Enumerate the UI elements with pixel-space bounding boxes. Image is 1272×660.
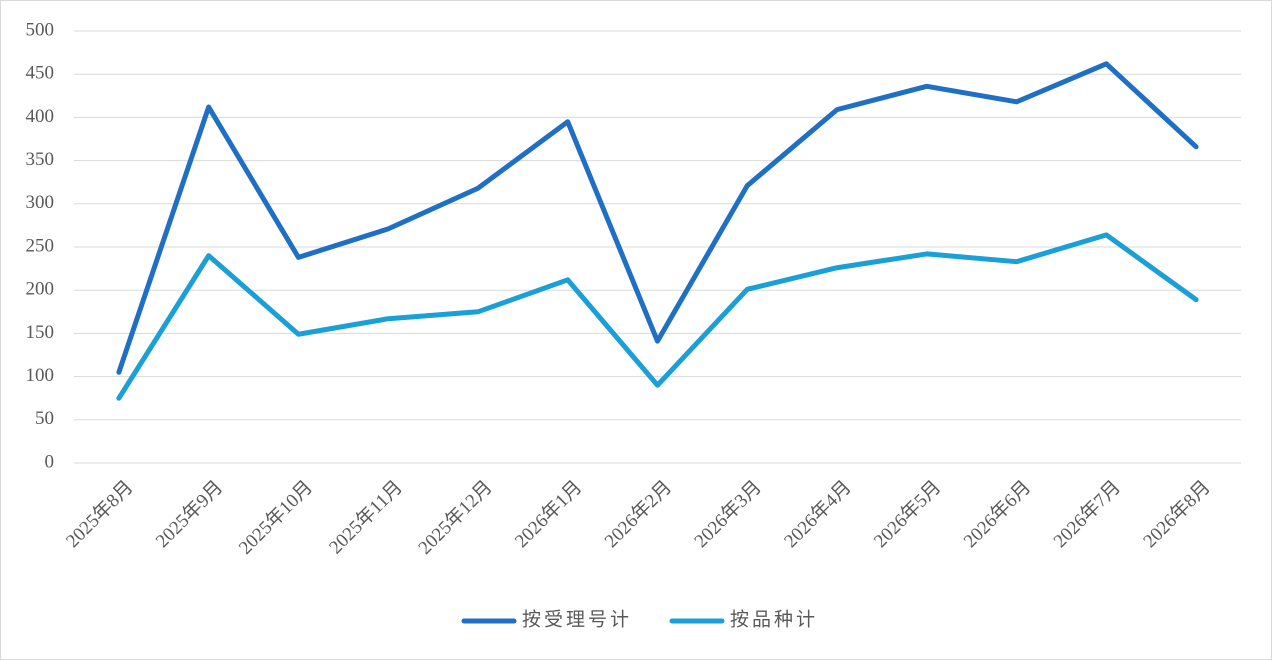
y-tick-label: 250 xyxy=(26,235,55,256)
y-tick-label: 300 xyxy=(26,192,55,213)
legend-label: 按受理号计 xyxy=(522,608,632,630)
y-tick-label: 150 xyxy=(26,322,55,343)
legend-label: 按品种计 xyxy=(730,608,818,630)
y-tick-label: 350 xyxy=(26,149,55,170)
y-tick-label: 400 xyxy=(26,106,55,127)
y-tick-label: 500 xyxy=(26,19,55,40)
y-tick-label: 200 xyxy=(26,279,55,300)
y-tick-label: 0 xyxy=(45,451,55,472)
series-line xyxy=(116,232,1199,401)
series-line xyxy=(116,61,1199,375)
y-tick-label: 50 xyxy=(35,408,54,429)
y-tick-label: 100 xyxy=(26,365,55,386)
y-tick-label: 450 xyxy=(26,63,55,84)
